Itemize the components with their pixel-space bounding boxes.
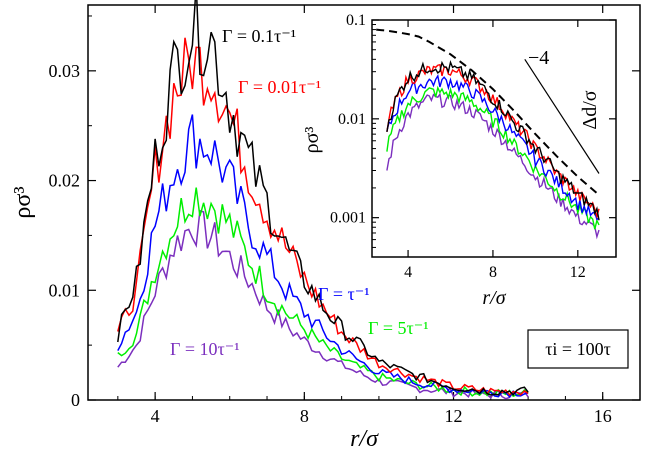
inset-plot: 4 8 12 0.001 0.01 0.1 r/σ ρσ³ Δd/σ −4 [301, 12, 617, 309]
inset-y-tick-label: 0.001 [330, 210, 366, 227]
main-series-annotation: Γ = 5τ⁻¹ [368, 318, 429, 338]
main-x-tick-label: 4 [151, 406, 160, 426]
main-y-tick-label: 0.01 [49, 280, 81, 300]
main-series-annotation: Γ = 0.1τ⁻¹ [222, 26, 296, 46]
inset-series-line [386, 85, 600, 230]
main-y-axis-label: ρσ³ [10, 186, 36, 218]
main-x-axis-label: r/σ [350, 426, 379, 452]
main-plot-frame [87, 4, 641, 401]
main-series-line [117, 0, 529, 397]
main-y-tick-label: 0.02 [49, 171, 81, 191]
main-y-tick-label: 0.03 [49, 61, 81, 81]
inset-series-line [386, 63, 600, 219]
inset-frame [371, 19, 617, 258]
inset-x-axis-label: r/σ [482, 287, 506, 309]
inset-series-line [386, 92, 600, 240]
tau-label: τi = 100τ [545, 339, 611, 359]
main-series-annotation: Γ = 10τ⁻¹ [170, 339, 240, 359]
inset-x-tick-label: 12 [570, 264, 586, 281]
main-series-annotation: Γ = τ⁻¹ [318, 284, 370, 304]
main-x-tick-label: 12 [445, 406, 463, 426]
inset-secondary-label: Δd/σ [579, 90, 601, 129]
inset-series-line [386, 59, 600, 221]
main-y-tick-label: 0 [71, 390, 80, 410]
main-x-tick-label: 16 [594, 406, 612, 426]
tau-box [527, 329, 629, 369]
main-series-line [117, 37, 529, 396]
inset-series-line [386, 73, 600, 221]
inset-y-axis-label: ρσ³ [301, 127, 323, 154]
inset-slope-label: −4 [528, 47, 549, 69]
inset-slope-line [524, 58, 600, 174]
main-series-annotation: Γ = 0.01τ⁻¹ [238, 77, 321, 97]
main-series-line [117, 187, 529, 398]
main-x-tick-label: 8 [300, 406, 309, 426]
inset-y-tick-label: 0.1 [346, 12, 366, 29]
inset-y-tick-label: 0.01 [338, 111, 366, 128]
main-series-line [117, 209, 529, 400]
main-plot: 4 8 12 16 0 0.01 0.02 0.03 r/σ ρσ³ Γ = 0.1τ⁻¹ Γ = 0… [10, 0, 641, 452]
inset-x-tick-label: 8 [489, 264, 497, 281]
inset-x-tick-label: 4 [404, 264, 412, 281]
inset-dashed-line [376, 28, 600, 196]
